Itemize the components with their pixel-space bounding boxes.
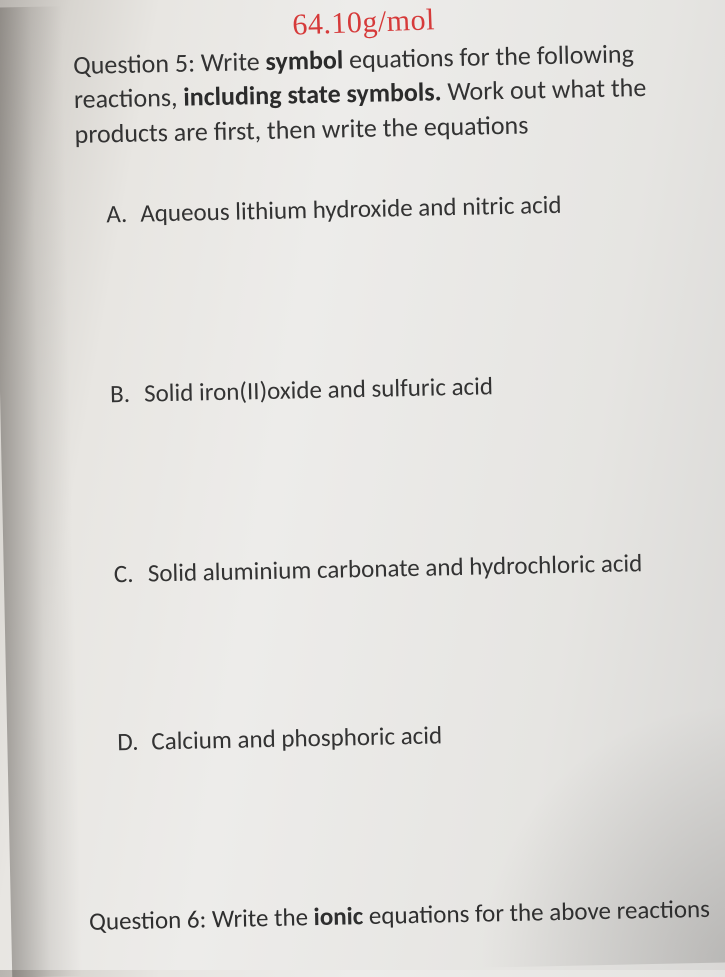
q6-text-tail: equations for the above reactions — [363, 893, 710, 931]
q5-bold-symbol: symbol — [265, 43, 343, 77]
q5-text-prefix: Question 5: Write — [73, 45, 266, 81]
q5-bold-state: including state symbols. — [183, 76, 442, 113]
item-b-letter: B. — [110, 377, 145, 411]
item-a-text: Aqueous lithium hydroxide and nitric aci… — [140, 189, 562, 229]
item-c-letter: C. — [113, 557, 148, 591]
item-a: A.Aqueous lithium hydroxide and nitric a… — [106, 188, 562, 231]
question-6-prompt: Question 6: Write the ionic equations fo… — [89, 892, 725, 936]
q6-bold-ionic: ionic — [313, 900, 363, 932]
paper-shade-left — [0, 6, 82, 977]
item-b-text: Solid iron(II)oxide and sulfuric acid — [144, 370, 494, 408]
item-d: D.Calcium and phosphoric acid — [117, 718, 442, 759]
worksheet-page: 64.10g/mol Question 5: Write symbol equa… — [0, 0, 725, 977]
item-b: B.Solid iron(II)oxide and sulfuric acid — [110, 369, 494, 411]
question-5-prompt: Question 5: Write symbol equations for t… — [73, 35, 690, 151]
item-c-text: Solid aluminium carbonate and hydrochlor… — [148, 547, 643, 588]
item-c: C.Solid aluminium carbonate and hydrochl… — [113, 546, 642, 591]
item-a-letter: A. — [106, 197, 141, 231]
handwritten-annotation: 64.10g/mol — [292, 3, 436, 42]
item-d-text: Calcium and phosphoric acid — [151, 719, 442, 756]
item-d-letter: D. — [117, 725, 152, 759]
q6-text-prefix: Question 6: Write the — [89, 901, 314, 937]
